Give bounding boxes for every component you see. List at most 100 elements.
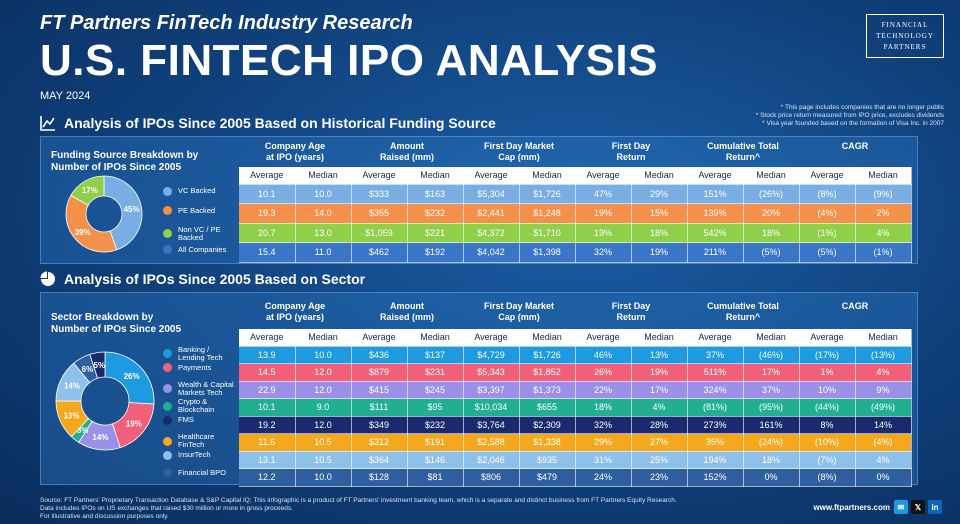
table-cell: 18% xyxy=(743,451,800,469)
table-cell: 12.0 xyxy=(295,363,352,382)
pie-slice-label: 17% xyxy=(82,186,98,195)
table-cell: 11.6 xyxy=(239,433,296,452)
website-link[interactable]: www.ftpartners.com xyxy=(813,503,890,512)
table-cell: $146 xyxy=(407,451,464,469)
pie-slice-label: 26% xyxy=(124,372,140,381)
table-cell: $137 xyxy=(407,346,464,364)
table-cell: 29% xyxy=(575,433,632,452)
legend-dot xyxy=(163,363,172,373)
table-cell: $2,309 xyxy=(519,416,576,434)
notes: * This page includes companies that are … xyxy=(756,104,944,128)
table-cell: (8%) xyxy=(799,468,856,487)
linkedin-icon[interactable]: in xyxy=(928,500,942,514)
sector-panel-label: Sector Breakdown by Number of IPOs Since … xyxy=(51,312,182,335)
column-group-header: First Day Return xyxy=(611,141,651,162)
table-cell: $312 xyxy=(351,433,408,452)
legend-item: FMS xyxy=(163,415,235,425)
table-cell: $231 xyxy=(407,363,464,382)
table-cell: $655 xyxy=(519,398,576,417)
section2-heading: Analysis of IPOs Since 2005 Based on Sec… xyxy=(40,271,365,287)
legend-label: Banking / Lending Tech xyxy=(178,344,223,362)
table-cell: (9%) xyxy=(855,184,912,204)
column-group-header: Company Age at IPO (years) xyxy=(264,141,326,162)
pie-slice-label: 39% xyxy=(75,228,91,237)
table-cell: $232 xyxy=(407,203,464,224)
legend-dot xyxy=(163,206,172,216)
legend-item: Crypto & Blockchain xyxy=(163,398,235,414)
report-date: MAY 2024 xyxy=(40,90,91,102)
legend-item: Non VC / PE Backed xyxy=(163,224,235,242)
pie-slice-label: 14% xyxy=(64,381,80,390)
table-cell: 29% xyxy=(631,184,688,204)
subheader-cell: Median xyxy=(743,329,800,347)
subheader-cell: Median xyxy=(631,329,688,347)
table-cell: $5,343 xyxy=(463,363,520,382)
legend-dot xyxy=(163,450,172,460)
ftp-logo: FINANCIAL TECHNOLOGY PARTNERS xyxy=(866,14,944,58)
email-icon[interactable]: ✉ xyxy=(894,500,908,514)
footer-line: For illustrative and discussion purposes… xyxy=(40,513,169,520)
table-cell: 14% xyxy=(855,416,912,434)
legend-label: Wealth & Capital Markets Tech xyxy=(178,379,234,397)
table-cell: 10% xyxy=(799,381,856,399)
legend-dot xyxy=(163,349,172,359)
x-icon[interactable]: 𝕏 xyxy=(911,500,925,514)
legend-dot xyxy=(163,401,172,411)
legend-item: Healthcare FinTech xyxy=(163,433,235,449)
legend-dot xyxy=(163,384,172,394)
table-cell: 20% xyxy=(743,203,800,224)
legend-label: Non VC / PE Backed xyxy=(178,224,221,242)
column-group-header: CAGR xyxy=(841,141,869,151)
legend-label: PE Backed xyxy=(178,205,216,215)
table-cell: 9.0 xyxy=(295,398,352,417)
legend-label: Payments xyxy=(178,362,212,372)
pie-slice xyxy=(103,175,143,251)
subheader-cell: Average xyxy=(463,329,520,347)
funding-panel-label: Funding Source Breakdown by Number of IPO… xyxy=(51,150,199,173)
subheader-cell: Average xyxy=(351,167,408,185)
table-cell: 19.2 xyxy=(239,416,296,434)
pie-slice xyxy=(65,194,118,253)
table-cell: 17% xyxy=(743,363,800,382)
subheader-cell: Median xyxy=(407,329,464,347)
table-cell: $192 xyxy=(407,242,464,263)
column-group-header: Cumulative Total Return^ xyxy=(707,141,779,162)
table-cell: 542% xyxy=(687,223,744,243)
table-row: 10.1 10.0 $333 $163 $5,304 $1,726 47% 29% 151% (2… xyxy=(239,184,912,204)
table-cell: 17% xyxy=(631,381,688,399)
table-cell: $2,441 xyxy=(463,203,520,224)
table-cell: $349 xyxy=(351,416,408,434)
table-cell: $4,729 xyxy=(463,346,520,364)
table-cell: 10.0 xyxy=(295,468,352,487)
note: * Visa year founded based on the formati… xyxy=(762,120,944,127)
table-cell: 22.9 xyxy=(239,381,296,399)
table-cell: 152% xyxy=(687,468,744,487)
legend-label: InsurTech xyxy=(178,450,211,460)
table-cell: $479 xyxy=(519,468,576,487)
table-cell: $81 xyxy=(407,468,464,487)
table-cell: (4%) xyxy=(855,433,912,452)
table-cell: 12.0 xyxy=(295,416,352,434)
table-cell: (10%) xyxy=(799,433,856,452)
table-cell: 4% xyxy=(855,451,912,469)
table-cell: $4,372 xyxy=(463,223,520,243)
page-title: U.S. FINTECH IPO ANALYSIS xyxy=(40,36,658,85)
subheader-cell: Median xyxy=(855,329,912,347)
table-cell: (95%) xyxy=(743,398,800,417)
subheader-row: Average Median Average Median Average Median A… xyxy=(239,167,912,185)
pie-slice xyxy=(70,175,105,206)
table-cell: 13.1 xyxy=(239,451,296,469)
footer-line: Source: FT Partners' Proprietary Transac… xyxy=(40,497,677,504)
table-cell: $806 xyxy=(463,468,520,487)
table-cell: $3,764 xyxy=(463,416,520,434)
legend-item: InsurTech xyxy=(163,450,235,460)
table-cell: (24%) xyxy=(743,433,800,452)
table-cell: 26% xyxy=(575,363,632,382)
table-cell: $935 xyxy=(519,451,576,469)
section2-title: Analysis of IPOs Since 2005 Based on Sec… xyxy=(64,271,366,287)
table-cell: 8% xyxy=(799,416,856,434)
table-cell: 46% xyxy=(575,346,632,364)
table-cell: 9% xyxy=(855,381,912,399)
table-cell: $163 xyxy=(407,184,464,204)
table-cell: 35% xyxy=(687,433,744,452)
